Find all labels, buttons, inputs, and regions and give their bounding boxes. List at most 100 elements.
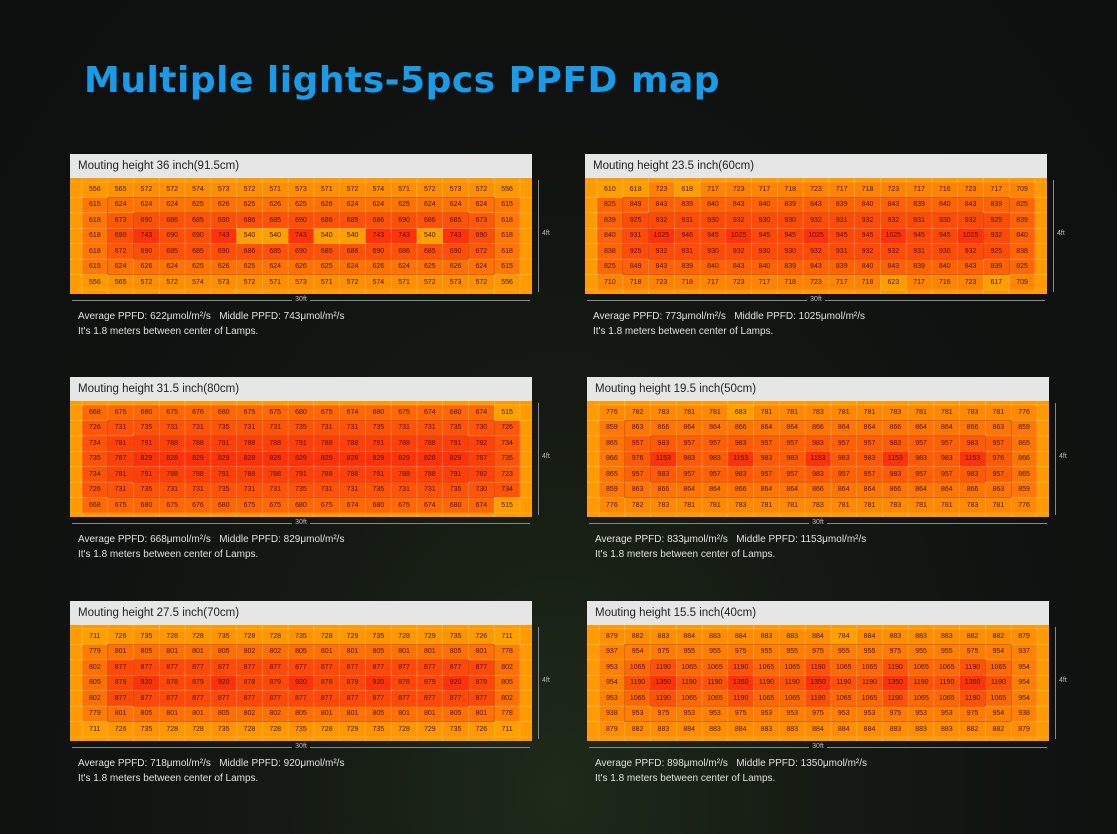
ppfd-value: 805 (501, 679, 513, 687)
heatmap-cell (779, 644, 806, 661)
ppfd-value: 734 (501, 439, 513, 447)
contour-line (107, 197, 495, 275)
ppfd-value: 717 (913, 186, 925, 193)
ppfd-value: 920 (217, 679, 230, 687)
contour-line (648, 212, 984, 260)
ppfd-value: 801 (320, 648, 333, 656)
ppfd-value: 955 (837, 648, 850, 656)
ppfd-value: 955 (786, 648, 799, 656)
ppfd-value: 843 (810, 201, 822, 209)
heatmap-cell (805, 706, 832, 723)
ppfd-value: 882 (631, 725, 644, 733)
heatmap-cell (442, 644, 469, 661)
heatmap-cell (107, 482, 135, 499)
ppfd-value: 843 (887, 263, 900, 271)
heatmap-cell (494, 497, 521, 514)
heatmap-cell (908, 706, 935, 723)
ppfd-value: 686 (346, 247, 359, 255)
ppfd-value: 838 (604, 247, 616, 255)
ppfd-value: 783 (889, 501, 902, 509)
heatmap-cell (133, 182, 160, 198)
heatmap-cell (650, 405, 677, 421)
heatmap-cell (185, 451, 212, 468)
ppfd-value: 801 (475, 648, 488, 656)
heatmap-cell (779, 435, 806, 452)
ppfd-value: 802 (269, 648, 282, 656)
heatmap-cell (753, 420, 780, 437)
ppfd-value: 717 (707, 186, 719, 193)
ppfd-value: 618 (89, 232, 101, 240)
heatmap-cell (416, 644, 444, 661)
ppfd-value: 1350 (655, 679, 672, 687)
heatmap-row: 711 726 735 728 728 735 728 728 735 728 729 735 728 7… (82, 629, 520, 644)
heatmap-cell (727, 466, 755, 483)
heatmap-cell (1011, 405, 1038, 421)
ppfd-value: 883 (889, 725, 902, 733)
ppfd-value: 955 (940, 648, 953, 656)
ppfd-value: 717 (913, 278, 925, 286)
ppfd-value: 945 (758, 232, 771, 240)
ppfd-value: 1065 (939, 694, 955, 702)
heatmap-cell (959, 466, 986, 483)
ppfd-value: 686 (398, 247, 410, 255)
heatmap-cell (599, 629, 626, 645)
heatmap-row: 726 731 735 731 731 735 731 731 735 731 731 735 731 7… (82, 482, 520, 497)
ppfd-value: 781 (837, 409, 850, 416)
heatmap-cell (957, 243, 984, 260)
heatmap-cell (856, 482, 883, 499)
heatmap-cell (777, 243, 804, 260)
ppfd-value: 877 (269, 663, 282, 671)
ppfd-value: 787 (475, 455, 488, 463)
heatmap-cell (725, 228, 753, 245)
heatmap-cell (262, 466, 289, 483)
ppfd-value: 1190 (810, 694, 826, 702)
heatmap-cell (676, 644, 703, 661)
heatmap-cells (70, 401, 532, 517)
heatmap-cell (159, 497, 186, 514)
ppfd-value: 776 (1018, 409, 1030, 416)
heatmap-cell (727, 690, 755, 707)
heatmap-cell (727, 420, 755, 437)
ppfd-value: 1065 (861, 694, 878, 702)
ppfd-value: 840 (861, 263, 874, 271)
heatmap-cell (133, 274, 160, 291)
heatmap-cell (236, 228, 263, 245)
heatmap-cell (599, 420, 626, 437)
ppfd-value: 1350 (810, 679, 826, 687)
heatmap-cell (753, 706, 780, 723)
ppfd-value: 946 (681, 232, 693, 240)
heatmap-cell (753, 466, 780, 483)
ppfd-panel: Mouting height 23.5 inch(60cm) 610 618 723 6… (585, 154, 1065, 339)
heatmap-cell (933, 659, 961, 676)
ppfd-value: 1190 (887, 694, 903, 702)
ppfd-value: 945 (938, 232, 951, 240)
ppfd-value: 866 (889, 486, 902, 494)
ppfd-value: 718 (681, 278, 693, 286)
heatmap-cell (159, 721, 186, 738)
ppfd-value: 931 (835, 216, 848, 224)
heatmap-cell (908, 497, 935, 514)
heatmap-cell (856, 466, 883, 483)
ppfd-value: 839 (1016, 216, 1028, 224)
heatmap-cell (365, 675, 392, 692)
ppfd-value: 864 (760, 424, 773, 432)
heatmap-cell (1011, 690, 1038, 707)
contour-line (133, 435, 469, 483)
ppfd-value: 884 (863, 633, 876, 640)
ppfd-caption: Average PPFD: 622μmol/m²/s Middle PPFD: … (70, 309, 532, 339)
ppfd-value: 690 (166, 232, 178, 240)
heatmap-cell (468, 706, 495, 723)
heatmap-cell (365, 690, 392, 707)
heatmap-cell (985, 706, 1012, 723)
heatmap-cell (1011, 451, 1038, 468)
heatmap-cells (70, 625, 532, 741)
ppfd-value: 1153 (655, 455, 671, 463)
ppfd-value: 690 (140, 216, 153, 224)
heatmap-cell (906, 212, 933, 229)
heatmap-cell (624, 659, 652, 676)
ppfd-value: 624 (346, 201, 359, 209)
contour-line (650, 659, 986, 707)
heatmap-cell (674, 243, 701, 260)
ppfd-value: 556 (501, 186, 513, 193)
ppfd-value: 723 (732, 186, 745, 193)
